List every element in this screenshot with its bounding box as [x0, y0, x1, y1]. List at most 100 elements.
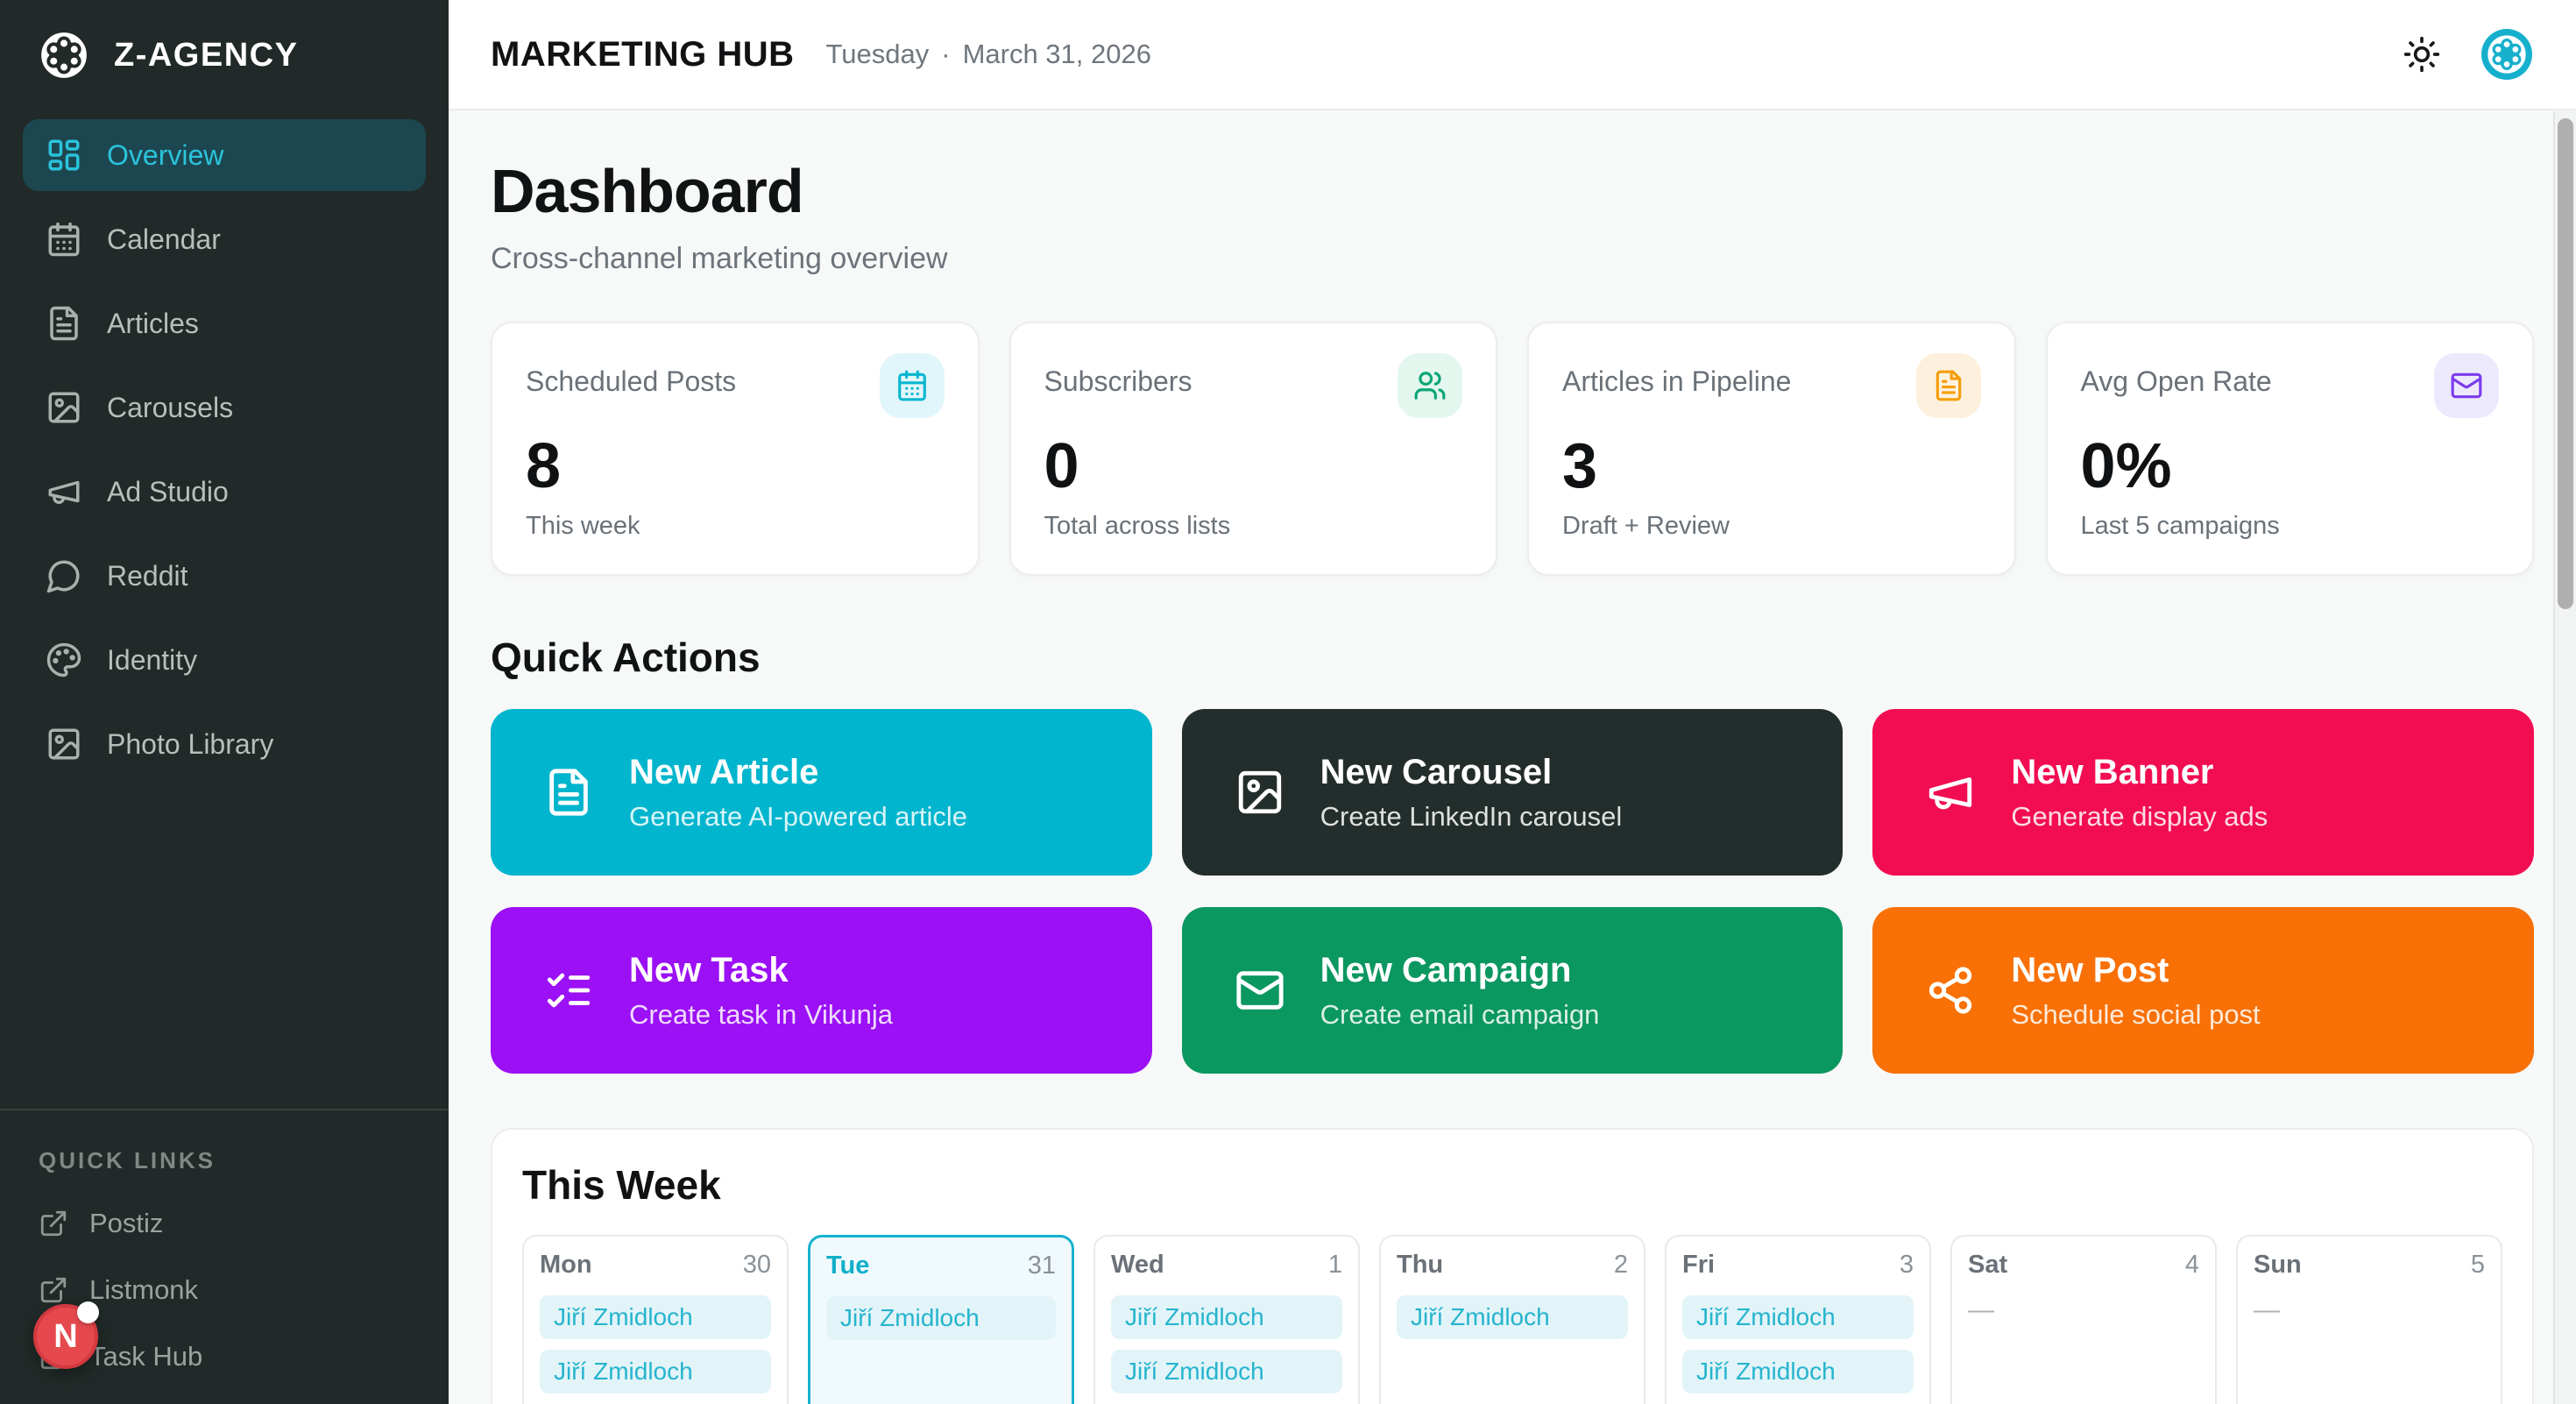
scrollbar-track[interactable] [2553, 111, 2576, 1404]
palette-icon [46, 642, 82, 678]
stat-subtext: This week [526, 512, 640, 540]
event-chip[interactable]: Jiří Zmidloch [1682, 1295, 1914, 1339]
action-title: New Banner [2011, 752, 2214, 791]
stat-label: Articles in Pipeline [1562, 365, 1792, 397]
quick-link-label: Task Hub [89, 1341, 203, 1372]
sidebar-item-identity[interactable]: Identity [23, 624, 426, 696]
new-task-button[interactable]: New Task Create task in Vikunja [491, 907, 1152, 1074]
no-events-placeholder: — [1968, 1295, 1994, 1324]
day-date: 1 [1327, 1251, 1342, 1279]
sidebar-nav: Overview Calendar Articles Carousels Ad … [0, 110, 449, 1109]
sidebar-item-articles[interactable]: Articles [23, 287, 426, 359]
quick-link-listmonk[interactable]: Listmonk [39, 1274, 410, 1306]
message-bubble-icon [46, 557, 82, 594]
users-icon [1398, 353, 1462, 418]
stat-label: Subscribers [1044, 365, 1192, 397]
sidebar-item-label: Carousels [107, 391, 234, 423]
sidebar-item-ad-studio[interactable]: Ad Studio [23, 456, 426, 528]
sidebar-item-label: Reddit [107, 559, 188, 592]
stat-subtext: Draft + Review [1562, 512, 1730, 540]
event-chip[interactable]: Jiří Zmidloch [1397, 1295, 1628, 1339]
sidebar-item-label: Identity [107, 643, 198, 676]
stat-value: 0% [2080, 431, 2172, 501]
stat-value: 8 [526, 431, 562, 501]
new-post-button[interactable]: New Post Schedule social post [1872, 907, 2534, 1074]
notification-dot [77, 1301, 99, 1323]
day-date: 2 [1613, 1251, 1628, 1279]
sidebar-item-reddit[interactable]: Reddit [23, 540, 426, 612]
new-carousel-button[interactable]: New Carousel Create LinkedIn carousel [1181, 709, 1844, 876]
megaphone-icon [46, 473, 82, 510]
event-chip[interactable]: Jiří Zmidloch [540, 1295, 771, 1339]
quick-link-task-hub[interactable]: Task Hub [39, 1341, 410, 1372]
app-title: MARKETING HUB [491, 34, 795, 74]
action-title: New Campaign [1320, 950, 1572, 989]
day-date: 4 [2184, 1251, 2199, 1279]
sidebar-item-carousels[interactable]: Carousels [23, 372, 426, 443]
sidebar-item-photo-library[interactable]: Photo Library [23, 708, 426, 780]
dashboard-grid-icon [46, 137, 82, 174]
stat-value: 3 [1562, 431, 1598, 501]
action-title: New Task [629, 950, 789, 989]
new-campaign-button[interactable]: New Campaign Create email campaign [1181, 907, 1844, 1074]
sidebar-item-label: Photo Library [107, 727, 274, 760]
day-name: Sun [2254, 1251, 2302, 1279]
brand: Z-AGENCY [0, 0, 449, 110]
new-article-button[interactable]: New Article Generate AI-powered article [491, 709, 1152, 876]
mail-icon [1235, 965, 1285, 1016]
event-chip[interactable]: Jiří Zmidloch [540, 1350, 771, 1393]
day-name: Sat [1968, 1251, 2008, 1279]
share-icon [1925, 965, 1976, 1016]
topbar-actions [2403, 29, 2532, 80]
quick-link-label: Postiz [89, 1208, 164, 1238]
action-subtitle: Generate AI-powered article [629, 800, 967, 832]
external-link-icon [39, 1209, 68, 1238]
user-avatar[interactable] [2481, 29, 2532, 80]
topbar-date: Tuesday · March 31, 2026 [825, 39, 1151, 70]
day-cell-sat: Sat 4 — [1950, 1235, 2217, 1404]
quick-links-title: QUICK LINKS [39, 1147, 216, 1174]
external-link-icon [39, 1275, 68, 1305]
sidebar: Z-AGENCY Overview Calendar Articles Caro… [0, 0, 449, 1404]
event-chip[interactable]: Jiří Zmidloch [1111, 1350, 1342, 1393]
day-cell-fri: Fri 3 Jiří Zmidloch Jiří Zmidloch [1665, 1235, 1931, 1404]
image-icon [1235, 767, 1285, 818]
main-area: MARKETING HUB Tuesday · March 31, 2026 D… [449, 0, 2576, 1404]
this-week-card: This Week Mon 30 Jiří Zmidloch Jiří Zmid… [491, 1128, 2534, 1404]
scrollbar-thumb[interactable] [2558, 118, 2573, 609]
stat-cards: Scheduled Posts 8 This week Subscribers … [491, 322, 2534, 576]
date-separator: · [941, 39, 951, 69]
day-cell-thu: Thu 2 Jiří Zmidloch [1379, 1235, 1645, 1404]
day-name: Fri [1682, 1251, 1716, 1279]
floating-widget-button[interactable]: N [33, 1301, 99, 1369]
stat-label: Scheduled Posts [526, 365, 737, 397]
topbar: MARKETING HUB Tuesday · March 31, 2026 [449, 0, 2576, 110]
quick-actions-grid: New Article Generate AI-powered article … [491, 709, 2534, 1074]
brand-name: Z-AGENCY [114, 36, 299, 74]
sidebar-item-label: Articles [107, 307, 199, 339]
day-name: Tue [826, 1252, 870, 1280]
file-text-icon [543, 767, 594, 818]
event-chip[interactable]: Jiří Zmidloch [826, 1296, 1056, 1340]
file-text-icon [46, 305, 82, 342]
event-chip[interactable]: Jiří Zmidloch [1111, 1295, 1342, 1339]
calendar-icon [879, 353, 945, 418]
sidebar-item-overview[interactable]: Overview [23, 119, 426, 191]
stat-label: Avg Open Rate [2080, 365, 2272, 397]
file-text-icon [1915, 353, 1981, 418]
day-date: 30 [742, 1251, 771, 1279]
day-name: Thu [1397, 1251, 1444, 1279]
quick-link-postiz[interactable]: Postiz [39, 1208, 410, 1239]
day-cell-tue-today: Tue 31 Jiří Zmidloch [808, 1235, 1074, 1404]
day-cell-wed: Wed 1 Jiří Zmidloch Jiří Zmidloch [1093, 1235, 1360, 1404]
day-cell-mon: Mon 30 Jiří Zmidloch Jiří Zmidloch [522, 1235, 789, 1404]
new-banner-button[interactable]: New Banner Generate display ads [1872, 709, 2534, 876]
day-name: Mon [540, 1251, 592, 1279]
quick-links-section: QUICK LINKS Postiz Listmonk Task Hub [0, 1109, 449, 1404]
action-title: New Carousel [1320, 752, 1553, 791]
sidebar-item-calendar[interactable]: Calendar [23, 203, 426, 275]
action-subtitle: Schedule social post [2011, 998, 2261, 1030]
sun-icon[interactable] [2403, 35, 2441, 74]
event-chip[interactable]: Jiří Zmidloch [1682, 1350, 1914, 1393]
calendar-icon [46, 221, 82, 258]
